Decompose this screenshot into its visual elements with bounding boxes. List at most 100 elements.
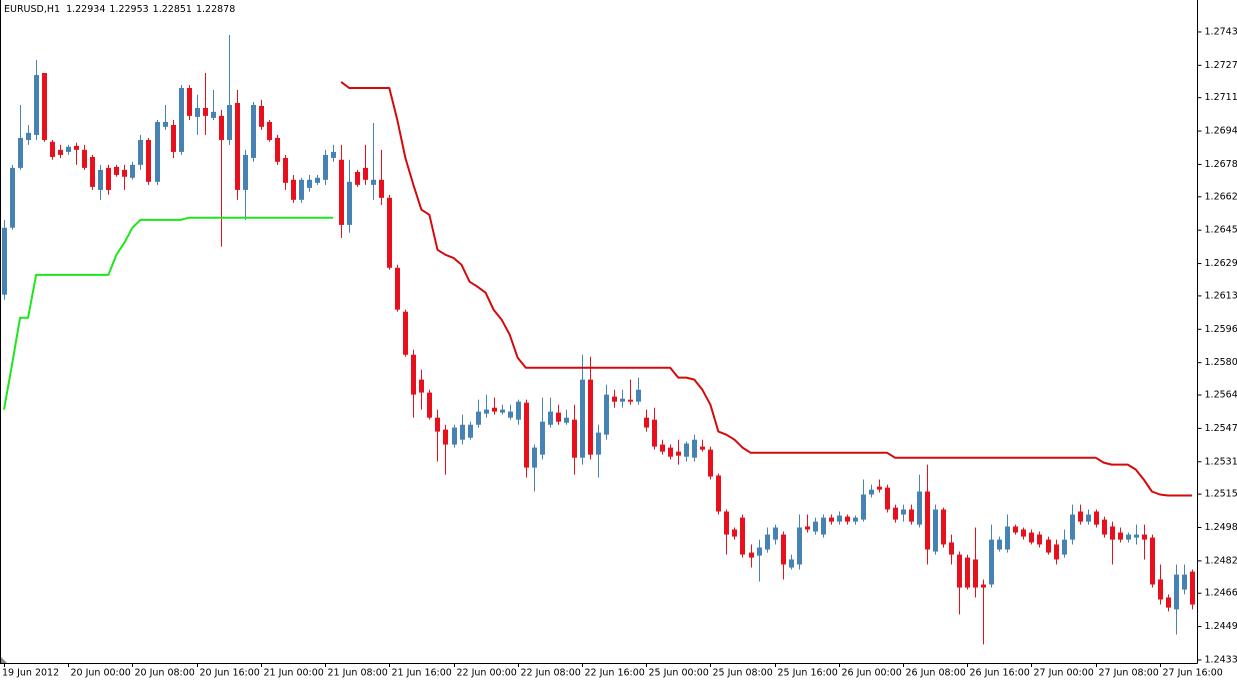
candle-body <box>1021 529 1026 537</box>
candle-body <box>379 179 384 198</box>
y-tick-label: 1.25800 <box>1205 357 1237 368</box>
x-tick-label: 27 Jun 00:00 <box>1034 668 1094 679</box>
candle-body <box>179 87 184 152</box>
chart-header: EURUSD,H1 1.22934 1.22953 1.22851 1.22878 <box>4 4 235 15</box>
candle-body <box>1029 532 1034 543</box>
candle-body <box>427 392 432 418</box>
y-tick-label: 1.24985 <box>1205 522 1237 533</box>
candle-body <box>740 517 745 555</box>
candle-body <box>668 447 673 457</box>
candle-body <box>18 137 23 168</box>
candle-body <box>1102 519 1107 535</box>
candle-body <box>138 139 143 165</box>
candle-body <box>1182 574 1187 590</box>
candle-body <box>403 311 408 355</box>
candle-body <box>1166 597 1171 608</box>
candle-body <box>34 75 39 135</box>
candle-body <box>130 164 135 178</box>
candle-body <box>1150 537 1155 585</box>
candle-body <box>1118 532 1123 540</box>
y-tick-label: 1.25640 <box>1205 390 1237 401</box>
candle-body <box>604 394 609 435</box>
candle-body <box>2 227 7 295</box>
x-tick-label: 27 Jun 08:00 <box>1099 668 1159 679</box>
candle-body <box>1005 526 1010 550</box>
y-tick-label: 1.27110 <box>1205 92 1237 103</box>
candle-body <box>315 177 320 183</box>
candle-body <box>909 509 914 522</box>
candle-body <box>243 154 248 190</box>
candle-body <box>869 489 874 495</box>
candle-body <box>773 527 778 540</box>
y-tick-label: 1.26780 <box>1205 159 1237 170</box>
candle-body <box>259 105 264 127</box>
candle-body <box>917 491 922 525</box>
candle-body <box>837 515 842 522</box>
candle-body <box>556 412 561 422</box>
candle-body <box>708 449 713 477</box>
candle-body <box>211 111 216 118</box>
y-tick-label: 1.24660 <box>1205 588 1237 599</box>
candle-body <box>732 529 737 537</box>
candle-body <box>965 557 970 588</box>
candle-body <box>90 156 95 187</box>
x-tick-label: 25 Jun 08:00 <box>713 668 773 679</box>
y-tick-label: 1.27270 <box>1205 60 1237 71</box>
y-tick-label: 1.24495 <box>1205 621 1237 632</box>
candle-body <box>323 154 328 180</box>
candle-body <box>235 102 240 190</box>
candle-body <box>580 379 585 458</box>
y-tick-label: 1.25310 <box>1205 456 1237 467</box>
indicator-line <box>340 81 1192 497</box>
candle-body <box>395 267 400 310</box>
candle-body <box>676 451 681 456</box>
candle-body <box>700 446 705 450</box>
candle-body <box>122 169 127 177</box>
candle-body <box>299 179 304 200</box>
candle-body <box>644 417 649 428</box>
candle-body <box>749 552 754 558</box>
x-tick-label: 22 Jun 16:00 <box>585 668 645 679</box>
x-tick-label: 22 Jun 00:00 <box>457 668 517 679</box>
candle-body <box>435 417 440 432</box>
candle-body <box>146 139 151 182</box>
shift-marker <box>1 657 7 663</box>
candle-body <box>973 559 978 588</box>
chart-title: EURUSD,H1 <box>4 4 60 15</box>
x-tick-label: 27 Jun 16:00 <box>1163 668 1223 679</box>
candle-body <box>492 407 497 412</box>
candle-body <box>636 389 641 402</box>
candle-body <box>1110 526 1115 540</box>
candle-body <box>26 132 31 140</box>
candle-body <box>419 379 424 393</box>
candle-body <box>187 87 192 116</box>
candle-body <box>684 443 689 457</box>
candle-body <box>596 432 601 455</box>
candle-body <box>203 108 208 116</box>
candle-body <box>789 559 794 568</box>
candle-body <box>227 104 232 140</box>
x-tick-label: 26 Jun 08:00 <box>906 668 966 679</box>
candle-body <box>411 354 416 395</box>
x-tick-label: 20 Jun 08:00 <box>135 668 195 679</box>
candle-body <box>516 401 521 420</box>
candle-body <box>443 429 448 445</box>
candle-body <box>1086 514 1091 522</box>
candle-body <box>251 104 256 158</box>
candle-body <box>893 507 898 520</box>
candle-body <box>949 542 954 555</box>
candle-body <box>989 539 994 585</box>
candle-body <box>901 509 906 515</box>
candle-body <box>347 181 352 225</box>
candle-body <box>1094 511 1099 525</box>
candle-body <box>781 534 786 565</box>
candle-body <box>853 517 858 522</box>
candle-body <box>10 167 15 228</box>
header-close: 1.22878 <box>196 4 235 15</box>
x-tick-label: 21 Jun 08:00 <box>328 668 388 679</box>
candle-body <box>805 526 810 530</box>
y-tick-label: 1.26130 <box>1205 290 1237 301</box>
x-tick-label: 20 Jun 16:00 <box>200 668 260 679</box>
